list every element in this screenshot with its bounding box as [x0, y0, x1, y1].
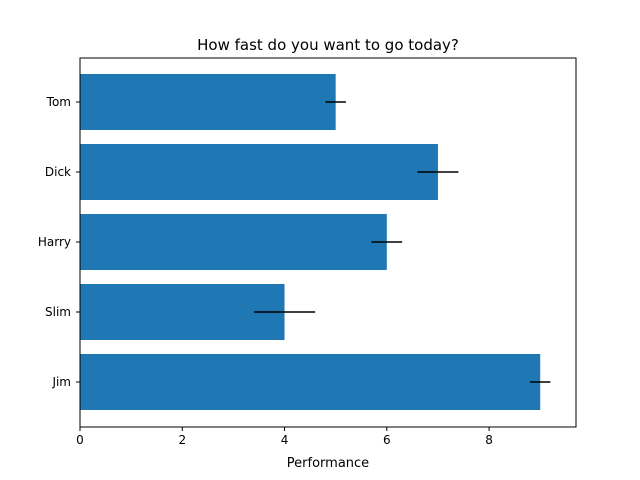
x-tick-label: 2 — [178, 433, 186, 447]
bar-dick — [80, 144, 438, 200]
bar-slim — [80, 284, 285, 340]
chart-title: How fast do you want to go today? — [197, 36, 459, 54]
bar-tom — [80, 74, 336, 130]
bar-jim — [80, 354, 541, 410]
x-tick-label: 4 — [281, 433, 289, 447]
y-tick-label: Tom — [46, 95, 71, 109]
errorbars-layer — [253, 101, 551, 383]
bar-harry — [80, 214, 387, 270]
x-axis-label: Performance — [287, 456, 369, 471]
y-tick-label: Harry — [38, 235, 71, 249]
bars-layer — [80, 74, 541, 410]
y-axis: Tom Dick Harry Slim Jim — [38, 95, 80, 389]
y-tick-label: Dick — [45, 165, 71, 179]
x-axis: 0 2 4 6 8 — [76, 427, 493, 447]
x-tick-label: 6 — [383, 433, 391, 447]
y-tick-label: Slim — [45, 305, 71, 319]
x-tick-label: 8 — [485, 433, 493, 447]
y-tick-label: Jim — [51, 375, 71, 389]
x-tick-label: 0 — [76, 433, 84, 447]
